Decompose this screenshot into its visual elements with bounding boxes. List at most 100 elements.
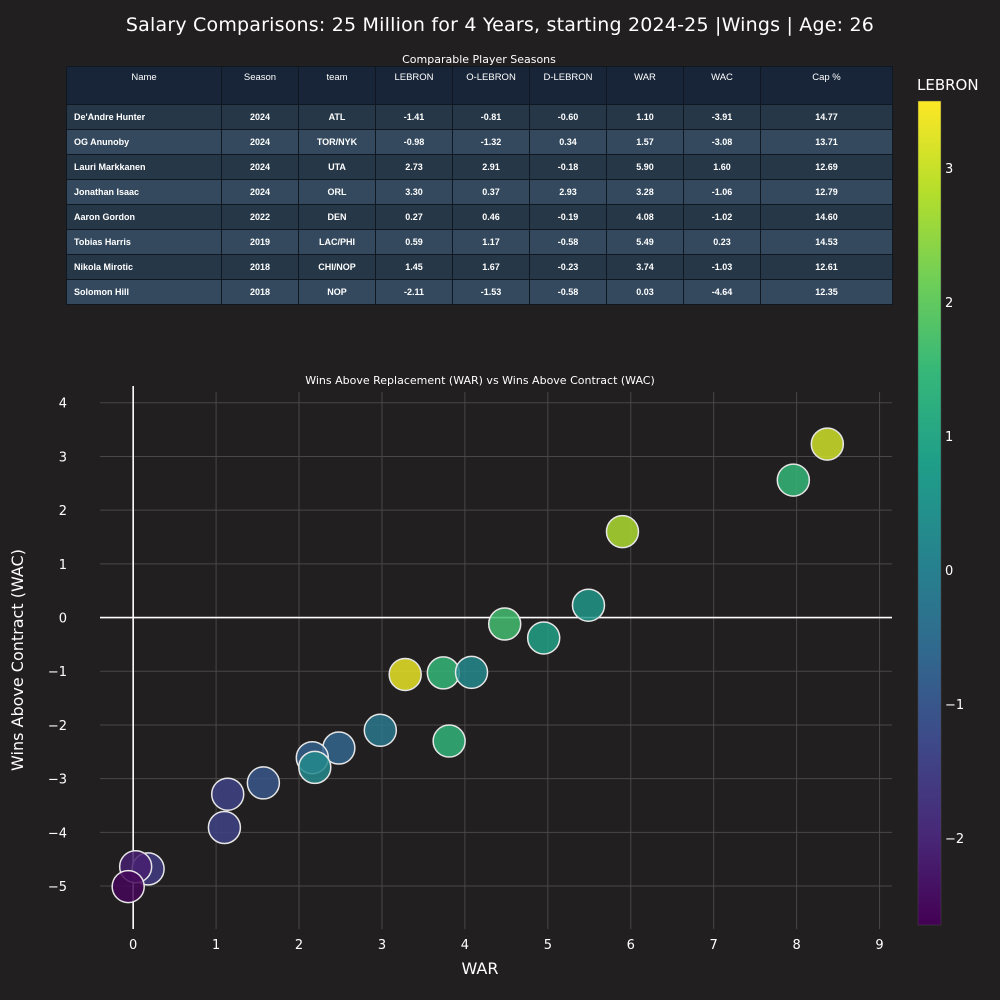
column-header: Season (221, 66, 299, 105)
table-cell: -3.91 (683, 104, 761, 130)
table-cell: De'Andre Hunter (66, 104, 222, 130)
table-cell: 14.53 (760, 229, 893, 255)
x-tick-label: 7 (710, 938, 718, 953)
table-cell: -3.08 (683, 129, 761, 155)
data-point (388, 657, 422, 692)
table-cell: -1.06 (683, 179, 761, 205)
colorbar-tick-label: 3 (945, 162, 953, 177)
x-axis-label: WAR (461, 959, 498, 978)
data-point (810, 427, 845, 461)
data-point (526, 621, 561, 655)
table-cell: 12.61 (760, 254, 893, 280)
colorbar-tick-label: 1 (945, 430, 953, 445)
table-cell: 2019 (221, 229, 299, 255)
table-cell: 3.28 (606, 179, 684, 205)
x-tick-label: 2 (295, 938, 303, 953)
column-header: Cap % (760, 66, 893, 105)
table-cell: -0.23 (529, 254, 607, 280)
table-row: De'Andre Hunter 2024 ATL -1.41 -0.81 -0.60 1.1… (66, 104, 893, 130)
data-points (111, 427, 845, 904)
x-tick-label: 1 (212, 938, 220, 953)
table-cell: 12.69 (760, 154, 893, 180)
colorbar-title: LEBRON (917, 76, 979, 94)
table-cell: 2.91 (452, 154, 530, 180)
table-cell: 14.60 (760, 204, 893, 230)
x-tick-label: 3 (378, 938, 386, 953)
table-cell: Aaron Gordon (66, 204, 222, 230)
table-title: Comparable Player Seasons (402, 53, 556, 66)
x-tick-label: 4 (461, 938, 469, 953)
x-tick-label: 0 (129, 938, 137, 953)
table-cell: 3.30 (375, 179, 453, 205)
table-cell: 0.23 (683, 229, 761, 255)
table-cell: TOR/NYK (298, 129, 376, 155)
table-row: Aaron Gordon 2022 DEN 0.27 0.46 -0.19 4.08 -1.0… (66, 204, 893, 230)
column-header: D-LEBRON (529, 66, 607, 105)
y-tick-label: −2 (48, 719, 67, 734)
table-cell: 2024 (221, 179, 299, 205)
table-cell: 5.49 (606, 229, 684, 255)
y-tick-label: −3 (48, 773, 67, 788)
colorbar-tick-label: 2 (945, 296, 953, 311)
data-point (776, 463, 811, 497)
data-point (605, 514, 640, 549)
data-point (432, 724, 466, 758)
table-cell: 3.74 (606, 254, 684, 280)
colorbar-tick-label: −2 (945, 832, 964, 847)
y-tick-label: 3 (59, 450, 67, 465)
data-point (454, 655, 489, 690)
table-cell: -1.41 (375, 104, 453, 130)
table-cell: -0.58 (529, 229, 607, 255)
data-point (363, 713, 398, 748)
table-cell: 14.77 (760, 104, 893, 130)
table-row: Tobias Harris 2019 LAC/PHI 0.59 1.17 -0.58 5.4… (66, 229, 893, 255)
table-cell: 2018 (221, 279, 299, 305)
table-cell: Jonathan Isaac (66, 179, 222, 205)
column-header: team (298, 66, 376, 105)
table-cell: UTA (298, 154, 376, 180)
table-row: Solomon Hill 2018 NOP -2.11 -1.53 -0.58 0.03 -4… (66, 279, 893, 305)
y-tick-label: 0 (59, 612, 67, 627)
table-cell: NOP (298, 279, 376, 305)
table-cell: 2024 (221, 129, 299, 155)
table-cell: ORL (298, 179, 376, 205)
table-cell: -0.19 (529, 204, 607, 230)
table-cell: LAC/PHI (298, 229, 376, 255)
table-cell: Nikola Mirotic (66, 254, 222, 280)
column-header: Name (66, 66, 222, 105)
colorbar-ticks: 3 2 1 0 −1 −2 (945, 162, 964, 847)
data-point (210, 777, 245, 811)
data-point (571, 588, 606, 622)
table-cell: 0.34 (529, 129, 607, 155)
table-cell: 1.10 (606, 104, 684, 130)
table-cell: ATL (298, 104, 376, 130)
table-cell: Solomon Hill (66, 279, 222, 305)
y-tick-label: −5 (48, 880, 67, 895)
table-cell: -0.18 (529, 154, 607, 180)
colorbar-tick-label: −1 (945, 698, 964, 713)
y-tick-label: 4 (59, 397, 67, 412)
table-row: OG Anunoby 2024 TOR/NYK -0.98 -1.32 0.34 1.57-… (66, 129, 893, 155)
table-cell: 13.71 (760, 129, 893, 155)
y-axis-label: Wins Above Contract (WAC) (8, 549, 27, 771)
data-point (426, 656, 461, 690)
table-row: Nikola Mirotic 2018 CHI/NOP 1.45 1.67 -0.23 3.… (66, 254, 893, 280)
table-cell: 1.57 (606, 129, 684, 155)
x-tick-label: 6 (627, 938, 635, 953)
data-point (207, 810, 242, 845)
table-cell: DEN (298, 204, 376, 230)
table-cell: 2018 (221, 254, 299, 280)
data-point (487, 607, 522, 641)
table-cell: 0.37 (452, 179, 530, 205)
table-cell: 0.46 (452, 204, 530, 230)
table-cell: 0.27 (375, 204, 453, 230)
table-row: Lauri Markkanen 2024 UTA 2.73 2.91 -0.18 5.90 1… (66, 154, 893, 180)
y-tick-label: −1 (48, 665, 67, 680)
chart-title: Wins Above Replacement (WAR) vs Wins Abo… (305, 374, 655, 387)
table-cell: 2.73 (375, 154, 453, 180)
x-tick-label: 5 (544, 938, 552, 953)
data-point (111, 869, 145, 904)
axis-ticks: 0 1 2 3 4 5 6 7 8 9 4 3 2 1 0 −1 −2 −3 −4 −5 (48, 397, 884, 953)
table-cell: -0.81 (452, 104, 530, 130)
